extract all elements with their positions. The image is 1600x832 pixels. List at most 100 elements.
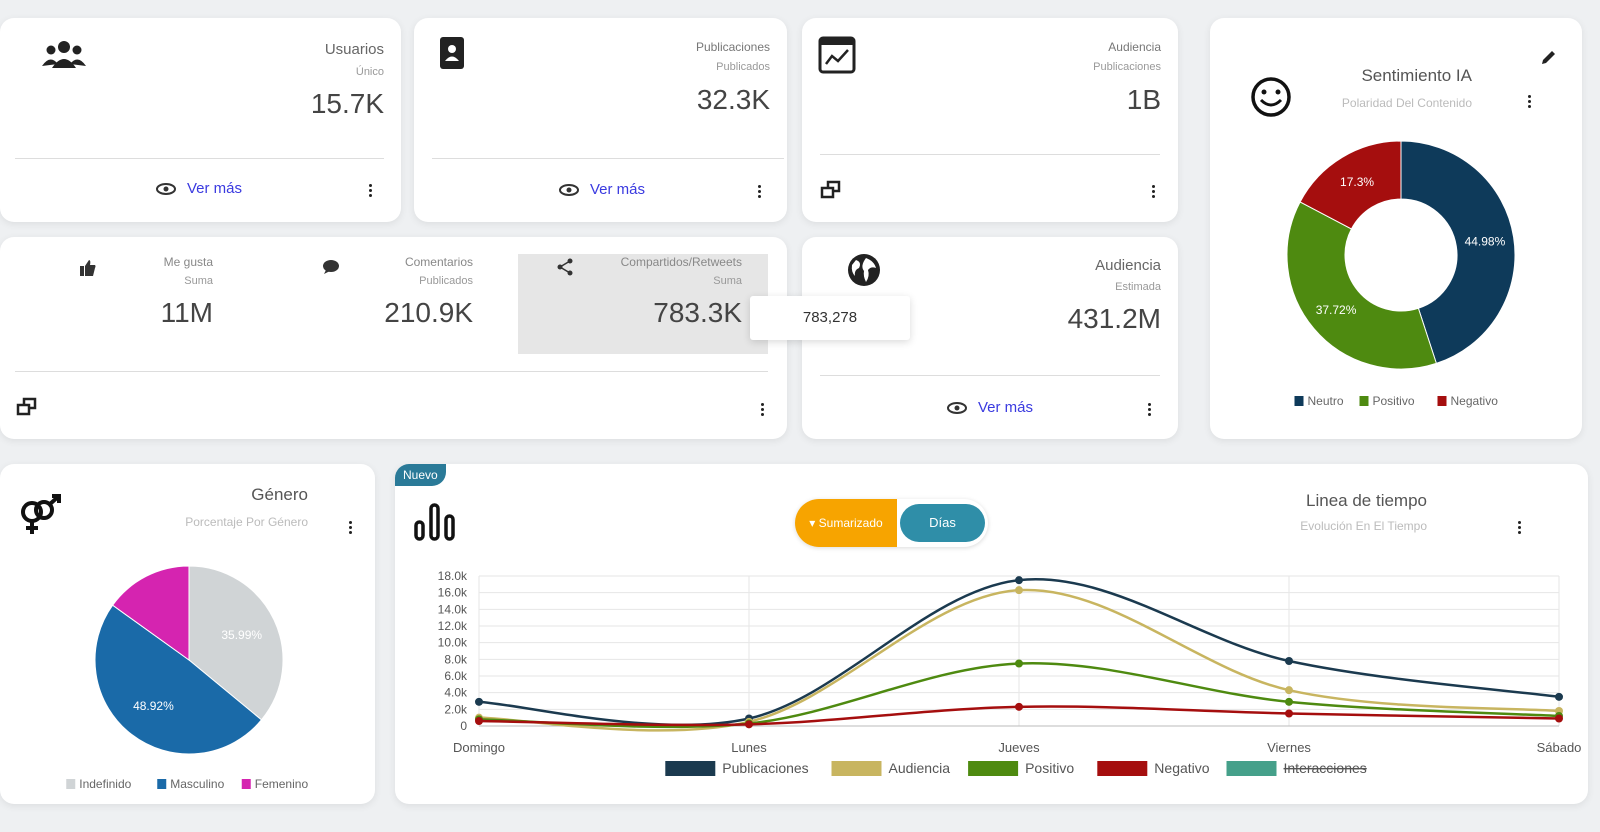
menu[interactable] bbox=[1518, 519, 1522, 536]
y-tick-label: 4.0k bbox=[444, 686, 468, 700]
share-icon bbox=[557, 258, 573, 276]
card-value: 431.2M bbox=[1067, 303, 1161, 334]
y-tick-label: 18.0k bbox=[438, 569, 468, 583]
y-tick-label: 10.0k bbox=[438, 636, 468, 650]
contact-icon bbox=[440, 37, 464, 69]
view-more[interactable]: Ver más bbox=[157, 180, 242, 198]
y-tick-label: 14.0k bbox=[438, 602, 468, 616]
menu[interactable] bbox=[349, 519, 353, 536]
point bbox=[475, 697, 483, 706]
legend-label: Negativo bbox=[1451, 394, 1499, 408]
legend-label: Neutro bbox=[1308, 394, 1344, 408]
divider bbox=[15, 158, 384, 159]
x-tick-label: Sábado bbox=[1537, 740, 1582, 755]
point bbox=[1285, 657, 1293, 665]
line-chart: Linea de tiempo Evolución En El Tiempo 0 2.… bbox=[438, 491, 1582, 776]
card-sentiment: Sentimiento IA Polaridad Del Contenido 44.… bbox=[1210, 18, 1582, 439]
chart-title: Sentimiento IA bbox=[1361, 66, 1472, 85]
card-title: Usuarios bbox=[324, 41, 384, 58]
menu[interactable] bbox=[369, 182, 373, 199]
point bbox=[1555, 714, 1563, 723]
menu[interactable] bbox=[761, 401, 765, 418]
legend-label: Negativo bbox=[1154, 760, 1209, 776]
users-icon bbox=[42, 41, 86, 68]
slice-label: 17.3% bbox=[1340, 175, 1374, 189]
toggle-summarized[interactable]: ▾ Sumarizado bbox=[795, 499, 897, 547]
edit-icon[interactable] bbox=[1540, 48, 1558, 66]
item-value: 11M bbox=[160, 297, 213, 328]
card-gender: Género Porcentaje Por Género 35.99% 48.92% I… bbox=[0, 464, 375, 804]
eye-icon bbox=[156, 183, 176, 195]
card-title: Audiencia bbox=[1095, 257, 1161, 274]
slice bbox=[111, 565, 190, 661]
legend-swatch bbox=[157, 779, 167, 789]
toggle-days[interactable]: Días bbox=[900, 504, 985, 542]
menu[interactable] bbox=[758, 183, 762, 200]
comment-icon bbox=[323, 260, 339, 274]
slice-label: 44.98% bbox=[1465, 235, 1506, 249]
donut-chart: Sentimiento IA Polaridad Del Contenido 44.… bbox=[1286, 66, 1516, 408]
legend-label: Femenino bbox=[255, 777, 309, 791]
x-tick-label: Domingo bbox=[453, 740, 505, 755]
legend-swatch bbox=[241, 779, 251, 789]
y-tick-label: 16.0k bbox=[438, 586, 468, 600]
point bbox=[1015, 586, 1023, 595]
chart-title: Género bbox=[251, 485, 308, 504]
card-users: Usuarios Único 15.7K Ver más bbox=[0, 18, 401, 222]
legend-swatch bbox=[968, 761, 1019, 776]
card-timeline: Nuevo ▾ Sumarizado Días Linea de tiempo E… bbox=[395, 464, 1588, 804]
menu[interactable] bbox=[1148, 401, 1152, 418]
point bbox=[745, 720, 753, 729]
slice bbox=[94, 604, 263, 755]
card-subtitle: Estimada bbox=[1115, 281, 1161, 293]
smile-icon bbox=[1251, 77, 1291, 117]
toggle: ▾ Sumarizado Días bbox=[795, 499, 988, 547]
window-icon bbox=[820, 180, 841, 199]
menu[interactable] bbox=[1152, 183, 1156, 200]
y-tick-label: 0 bbox=[460, 719, 467, 733]
item-title: Compartidos/Retweets bbox=[620, 255, 742, 269]
bars-icon bbox=[414, 503, 455, 541]
legend-swatch bbox=[1097, 761, 1148, 776]
slice bbox=[1400, 140, 1516, 365]
menu[interactable] bbox=[1528, 93, 1532, 110]
item-value: 210.9K bbox=[384, 297, 473, 328]
view-more[interactable]: Ver más bbox=[590, 181, 646, 198]
item-value: 783.3K bbox=[653, 297, 742, 328]
x-tick-label: Viernes bbox=[1267, 740, 1311, 755]
legend-label: Positivo bbox=[1025, 760, 1074, 776]
legend-label: Positivo bbox=[1373, 394, 1415, 408]
slice bbox=[1286, 201, 1437, 370]
slice bbox=[1299, 140, 1402, 230]
point bbox=[1285, 686, 1293, 695]
card-subtitle: Único bbox=[355, 66, 384, 78]
view-more-text[interactable]: Ver más bbox=[187, 180, 243, 197]
slice bbox=[188, 565, 284, 721]
x-tick-label: Jueves bbox=[998, 740, 1040, 755]
card-subtitle: Publicaciones bbox=[1093, 61, 1161, 73]
y-tick-label: 12.0k bbox=[438, 619, 468, 633]
y-tick-label: 2.0k bbox=[444, 702, 468, 716]
toggle-label[interactable]: Sumarizado bbox=[818, 516, 883, 530]
view-more[interactable]: Ver más bbox=[978, 399, 1034, 416]
x-tick-label: Lunes bbox=[731, 740, 767, 755]
eye-icon bbox=[559, 184, 579, 196]
item-subtitle: Publicados bbox=[419, 275, 473, 287]
card-engagement: Me gusta Suma 11M Comentarios Publicados… bbox=[0, 237, 787, 439]
point bbox=[1015, 576, 1023, 585]
chart-subtitle: Evolución En El Tiempo bbox=[1300, 519, 1427, 533]
item-subtitle: Suma bbox=[184, 275, 213, 287]
like-icon bbox=[80, 260, 96, 276]
divider bbox=[820, 375, 1160, 376]
pie-chart: Género Porcentaje Por Género 35.99% 48.92% I… bbox=[66, 485, 309, 791]
point bbox=[1285, 709, 1293, 718]
badge: Nuevo bbox=[395, 464, 446, 486]
card-estimated-audience: Audiencia Estimada 431.2M Ver más bbox=[802, 237, 1178, 439]
point bbox=[1015, 702, 1023, 711]
card-subtitle: Publicados bbox=[716, 61, 770, 73]
y-tick-label: 6.0k bbox=[444, 669, 468, 683]
card-title: Publicaciones bbox=[695, 40, 770, 54]
eye-icon bbox=[947, 402, 967, 414]
legend-swatch bbox=[1359, 396, 1369, 406]
